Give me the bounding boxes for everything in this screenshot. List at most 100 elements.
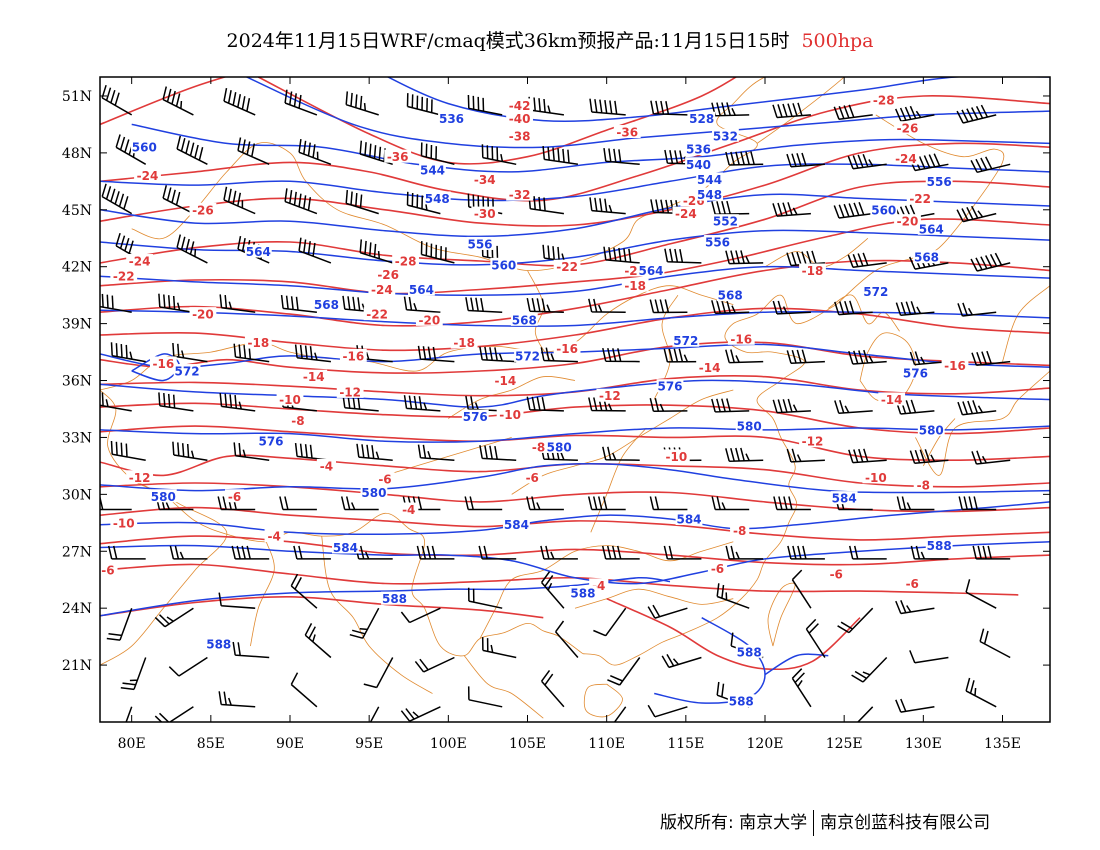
height-label: 552	[713, 215, 738, 229]
wind-barb	[972, 545, 1011, 560]
temperature-label-bg	[730, 523, 750, 537]
wind-barb	[100, 392, 132, 412]
temperature-label: -18	[624, 279, 646, 293]
temperature-label: -24	[371, 283, 393, 297]
wind-barb	[345, 190, 379, 215]
height-label: 528	[689, 112, 714, 126]
wind-barb	[223, 87, 256, 116]
height-label: 540	[686, 158, 711, 172]
temperature-label: -24	[137, 169, 159, 183]
temperature-label: -16	[556, 342, 578, 356]
height-label: 532	[713, 129, 738, 143]
temperature-label: -6	[906, 577, 919, 591]
temperature-label: -40	[509, 112, 531, 126]
wind-barb	[851, 656, 888, 683]
map-title: 2024年11月15日WRF/cmaq模式36km预报产品:11月15日15时 5…	[0, 26, 1100, 53]
wind-barb	[589, 98, 626, 116]
height-label-bg	[830, 491, 858, 505]
height-label-bg	[545, 439, 573, 453]
wind-barb	[650, 199, 688, 215]
wind-barb	[711, 398, 750, 413]
height-label: 580	[919, 423, 944, 437]
wind-barb	[110, 440, 146, 461]
temperature-label-bg	[862, 470, 890, 484]
temperature-label-bg	[727, 331, 755, 345]
wind-barb	[526, 496, 564, 511]
temperature-label-bg	[506, 98, 533, 112]
wind-barb	[956, 104, 997, 124]
wind-barb	[847, 252, 887, 269]
height-isoline	[764, 653, 829, 676]
wind-barb	[711, 496, 750, 511]
wind-barb	[416, 545, 455, 560]
height-label: 560	[871, 203, 896, 217]
temperature-label-bg	[491, 373, 519, 387]
wind-barb	[218, 592, 256, 609]
temperature-label: -8	[532, 440, 545, 454]
wind-barb	[356, 443, 393, 461]
border-line	[767, 582, 796, 647]
height-label: 588	[927, 539, 952, 553]
temperature-label-bg	[126, 470, 153, 484]
height-label-bg	[149, 489, 177, 503]
wind-barb	[593, 607, 627, 637]
wind-barb	[971, 350, 1011, 367]
temperature-label: -6	[830, 568, 843, 582]
wind-barb	[650, 100, 688, 116]
wind-barb	[848, 545, 887, 560]
temperature-label-bg	[894, 121, 921, 135]
height-label-bg	[704, 235, 731, 249]
temperature-label-bg	[894, 214, 921, 228]
height-label-bg	[466, 236, 494, 250]
border-line	[448, 376, 576, 419]
wind-barb	[772, 202, 811, 217]
wind-barb	[359, 140, 393, 166]
height-label: 580	[547, 440, 572, 454]
height-label: 548	[697, 188, 722, 202]
temperature-label: -4	[320, 459, 333, 473]
temperature-label-bg	[471, 206, 499, 220]
wind-barb	[805, 618, 826, 658]
wind-barb	[219, 393, 256, 412]
temperature-isoline	[100, 535, 1050, 566]
temperature-label: -18	[453, 336, 475, 350]
x-tick-label: 110E	[588, 736, 625, 752]
wind-barb	[528, 195, 565, 215]
wind-barb	[100, 293, 132, 313]
temperature-label-bg	[450, 335, 478, 349]
temperature-label-bg	[336, 384, 364, 398]
border-line	[859, 332, 917, 403]
height-label: 568	[718, 289, 743, 303]
border-line	[915, 370, 1050, 476]
wind-barb	[540, 571, 565, 609]
height-label-bg	[423, 191, 451, 205]
wind-barb	[647, 604, 688, 619]
wind-barb	[965, 677, 997, 708]
temperature-label: -6	[711, 562, 724, 576]
height-label: 576	[258, 435, 283, 449]
x-tick-label: 120E	[747, 736, 784, 752]
height-label-bg	[716, 288, 744, 302]
temperature-label-bg	[244, 335, 272, 349]
height-label: 572	[175, 365, 200, 379]
border-line	[479, 541, 734, 639]
temperature-label-bg	[522, 470, 542, 484]
wind-barb	[791, 668, 812, 708]
temperature-label-bg	[826, 567, 846, 581]
wind-barb	[162, 86, 194, 116]
wind-barb	[772, 102, 811, 119]
y-tick-label: 30N	[62, 487, 92, 503]
height-isoline	[100, 309, 1050, 327]
wind-barb	[526, 396, 564, 412]
wind-barb	[359, 239, 393, 264]
temperature-label-bg	[134, 168, 161, 182]
wind-barb	[478, 545, 517, 560]
wind-barb	[554, 620, 579, 658]
height-label-bg	[503, 517, 530, 531]
wind-barb	[464, 496, 503, 511]
x-tick-label: 80E	[118, 736, 146, 752]
wind-barb	[979, 628, 1011, 659]
wind-barb	[284, 188, 318, 215]
wind-barb	[155, 496, 194, 511]
border-line	[384, 437, 512, 476]
